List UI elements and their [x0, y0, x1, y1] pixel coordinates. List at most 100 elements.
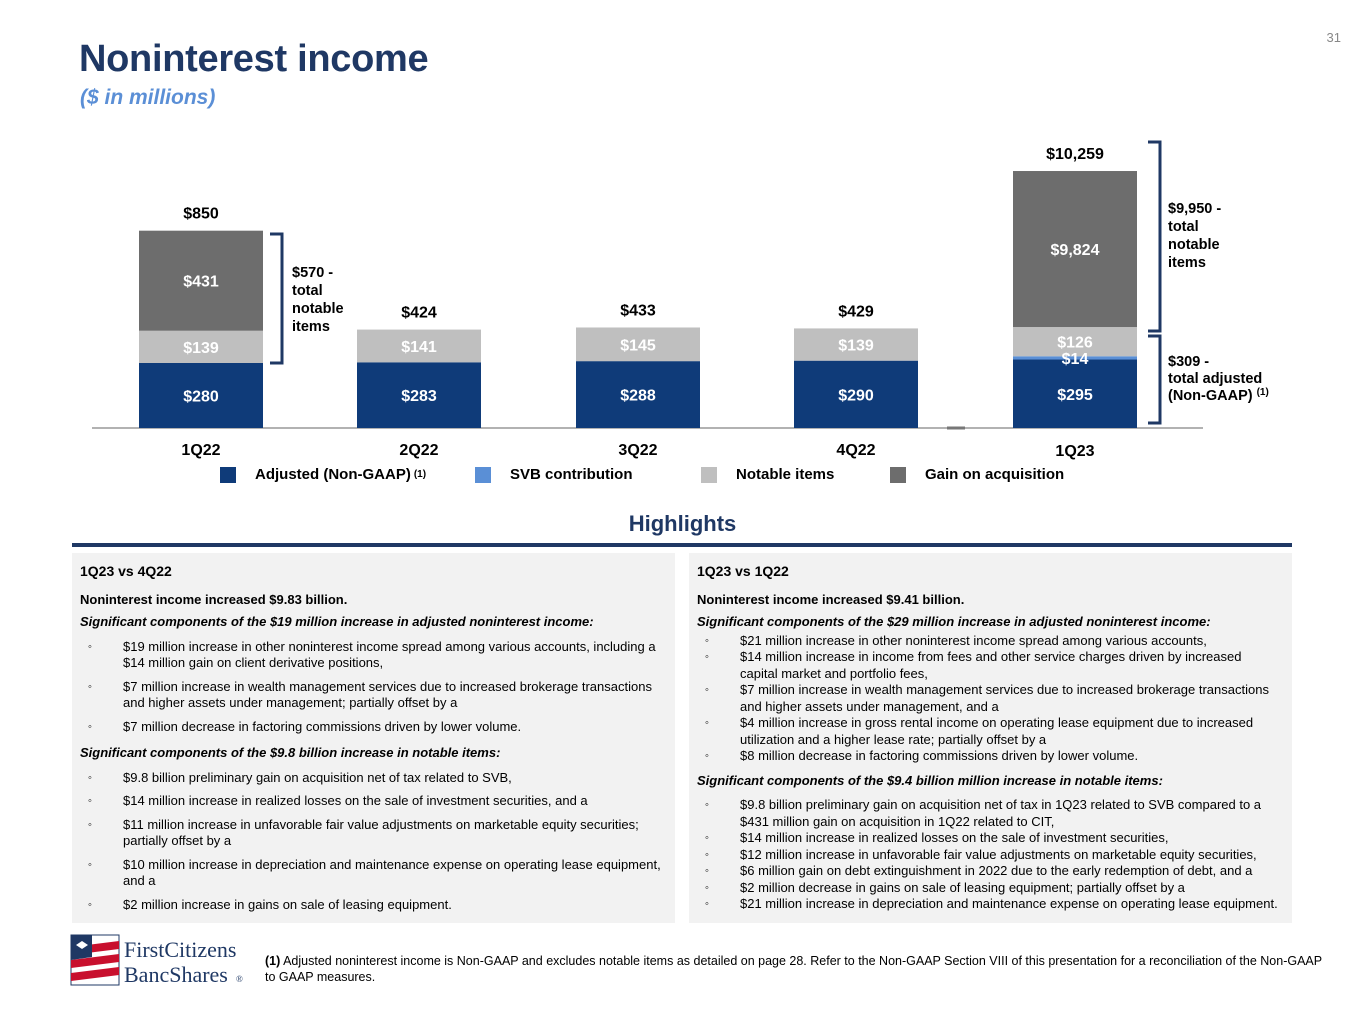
legend-item-adjusted: Adjusted (Non-GAAP) (1): [220, 466, 426, 483]
left-section2-title: Significant components of the $9.8 billi…: [80, 745, 501, 760]
legend-item-svb: SVB contribution: [475, 466, 633, 483]
right-heading: 1Q23 vs 1Q22: [697, 563, 789, 579]
bar-gain-1Q23: [1013, 171, 1137, 328]
right-section2-title: Significant components of the $9.4 billi…: [697, 772, 1163, 788]
data-label-adjusted-3Q22: $288: [620, 388, 656, 405]
list-item: $6 million gain on debt extinguishment i…: [697, 863, 1282, 880]
legend-item-notable: Notable items: [701, 466, 834, 483]
annotation-1q23-notable-line-2: notable: [1168, 237, 1220, 253]
annotation-1q23-adjusted-line-2: (Non-GAAP) (1): [1168, 387, 1269, 404]
x-tick-label-1Q23: 1Q23: [1055, 443, 1094, 460]
annotation-1q23-notable-line-3: items: [1168, 255, 1206, 271]
total-label-2Q22: $424: [401, 305, 437, 322]
legend-sup-adjusted: (1): [413, 469, 427, 480]
legend-swatch-notable: [701, 466, 717, 483]
right-section1-title: Significant components of the $29 millio…: [697, 614, 1211, 629]
page-subtitle: ($ in millions): [80, 86, 216, 109]
page-title: Noninterest income: [79, 38, 429, 80]
highlights-panel-right: 1Q23 vs 1Q22 Noninterest income increase…: [689, 553, 1292, 923]
list-item: $21 million increase in depreciation and…: [697, 896, 1282, 913]
bar-adjusted-3Q22: [576, 361, 700, 428]
total-label-4Q22: $429: [838, 303, 874, 320]
legend-label-gain: Gain on acquisition: [925, 466, 1065, 483]
footnote: (1) Adjusted noninterest income is Non-G…: [265, 954, 1335, 985]
list-item: $8 million decrease in factoring commiss…: [697, 748, 1282, 765]
x-tick-label-3Q22: 3Q22: [618, 442, 657, 459]
list-item: $4 million increase in gross rental inco…: [697, 715, 1282, 748]
list-item: $2 million decrease in gains on sale of …: [697, 880, 1282, 897]
page-number: 31: [1326, 30, 1341, 45]
bar-gain-1Q22: [139, 230, 263, 331]
legend-item-gain: Gain on acquisition: [890, 466, 1064, 483]
legend-label-svb: SVB contribution: [510, 466, 633, 483]
list-item: $12 million increase in unfavorable fair…: [697, 847, 1282, 864]
data-label-notable-2Q22: $141: [401, 339, 437, 356]
footnote-marker: (1): [265, 954, 281, 968]
list-item: $2 million increase in gains on sale of …: [80, 897, 665, 914]
total-label-1Q23: $10,259: [1046, 146, 1104, 163]
list-item: $10 million increase in depreciation and…: [80, 857, 665, 890]
annotation-1q22-notable-line-2: notable: [292, 301, 344, 317]
bar-adjusted-1Q23: [1013, 359, 1137, 428]
bracket-1q23-notable: [1148, 140, 1162, 333]
noninterest-income-chart: $280 $139 $431 $850 1Q22 $283 $141 $424 2Q22 $288…: [92, 140, 1269, 460]
annotation-1q23-adjusted-line-0: $309 -: [1168, 354, 1209, 370]
data-label-adjusted-4Q22: $290: [838, 387, 874, 404]
bar-adjusted-1Q22: [139, 363, 263, 428]
bar-notable-2Q22: [357, 329, 481, 363]
annotation-1q22-notable-line-1: total: [292, 283, 323, 299]
logo-registered-mark: ®: [236, 974, 243, 984]
list-item: $9.8 billion preliminary gain on acquisi…: [80, 770, 665, 787]
total-label-3Q22: $433: [620, 302, 656, 319]
list-item: $19 million increase in other noninteres…: [80, 639, 665, 672]
list-item: $14 million increase in realized losses …: [697, 830, 1282, 847]
list-item: $11 million increase in unfavorable fair…: [80, 817, 665, 850]
legend-swatch-svb: [475, 466, 491, 483]
legend-label-adjusted: Adjusted (Non-GAAP): [255, 466, 411, 483]
bar-notable-1Q22: [139, 330, 263, 363]
bar-notable-1Q23: [1013, 327, 1137, 357]
left-section1-title: Significant components of the $19 millio…: [80, 614, 594, 629]
right-section2-list: $9.8 billion preliminary gain on acquisi…: [697, 797, 1282, 913]
data-label-notable-1Q22: $139: [183, 340, 219, 357]
legend-swatch-gain: [890, 466, 906, 483]
annotation-1q23-adjusted-sup: (1): [1257, 387, 1269, 398]
list-item: $14 million increase in realized losses …: [80, 793, 665, 810]
list-item: $7 million decrease in factoring commiss…: [80, 719, 665, 736]
list-item: $14 million increase in income from fees…: [697, 649, 1282, 682]
highlights-title: Highlights: [628, 511, 737, 536]
data-label-gain-1Q22: $431: [183, 274, 219, 291]
list-item: $9.8 billion preliminary gain on acquisi…: [697, 797, 1282, 830]
legend-swatch-adjusted: [220, 466, 236, 483]
bar-adjusted-2Q22: [357, 362, 481, 428]
x-tick-label-2Q22: 2Q22: [399, 442, 438, 459]
bar-adjusted-4Q22: [794, 360, 918, 428]
left-section1-list: $19 million increase in other noninteres…: [80, 639, 665, 736]
bracket-1q22-notable: [270, 232, 284, 365]
data-label-adjusted-1Q22: $280: [183, 389, 219, 406]
bar-notable-4Q22: [794, 328, 918, 361]
annotation-1q22-notable-line-3: items: [292, 319, 330, 335]
data-label-adjusted-1Q23: $295: [1057, 387, 1093, 404]
data-label-svb-1Q23: $14: [1062, 351, 1089, 368]
right-lead: Noninterest income increased $9.41 billi…: [697, 591, 965, 607]
right-section1-list: $21 million increase in other noninteres…: [697, 633, 1282, 765]
annotation-1q22-notable-line-0: $570 -: [292, 265, 333, 281]
annotation-1q23-adjusted-line-1: total adjusted: [1168, 371, 1262, 387]
list-item: $7 million increase in wealth management…: [697, 682, 1282, 715]
x-tick-label-4Q22: 4Q22: [836, 442, 875, 459]
total-label-1Q22: $850: [183, 206, 219, 223]
first-citizens-logo: FirstCitizens BancShares ®: [70, 934, 243, 987]
footnote-text: Adjusted noninterest income is Non-GAAP …: [265, 954, 1322, 984]
bar-svb-1Q23: [1013, 356, 1137, 360]
highlights-panel-left: 1Q23 vs 4Q22 Noninterest income increase…: [72, 553, 675, 923]
logo-line1: FirstCitizens: [124, 937, 236, 962]
data-label-notable-1Q23: $126: [1057, 335, 1093, 352]
flag-icon: [70, 934, 120, 986]
highlights-rule: [72, 543, 1292, 547]
logo-line2: BancShares: [124, 962, 228, 987]
list-item: $7 million increase in wealth management…: [80, 679, 665, 712]
x-tick-label-1Q22: 1Q22: [181, 442, 220, 459]
left-section2-list: $9.8 billion preliminary gain on acquisi…: [80, 770, 665, 914]
annotation-1q23-notable-line-1: total: [1168, 219, 1199, 235]
